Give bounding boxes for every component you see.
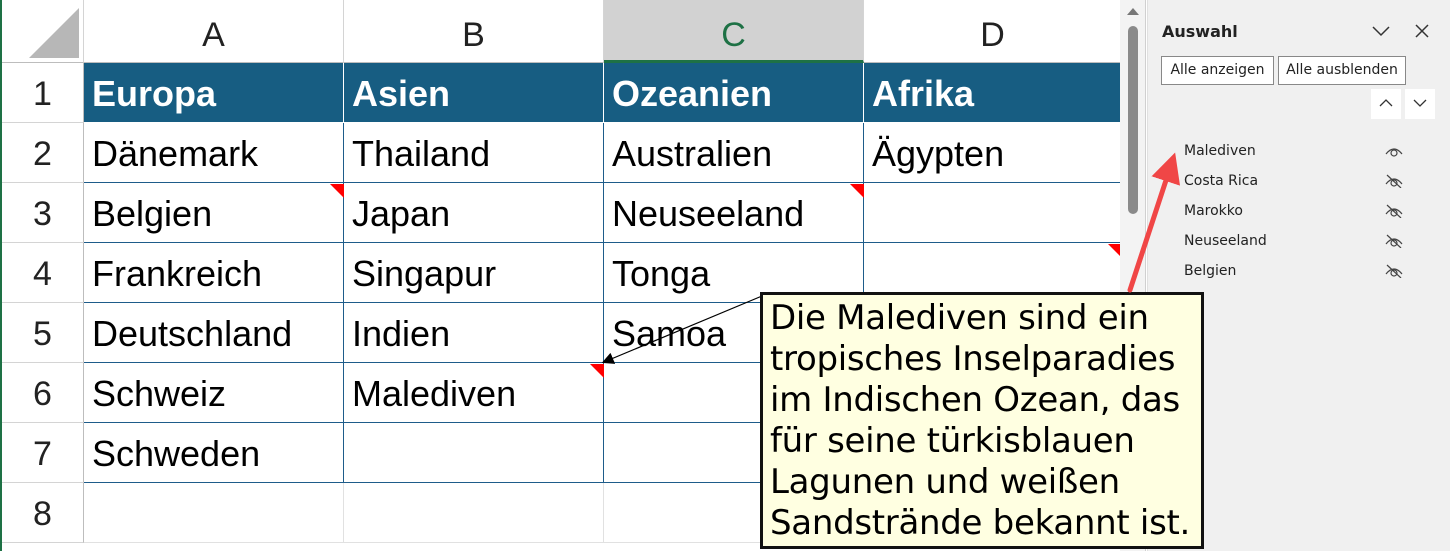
close-icon[interactable]: [1415, 24, 1429, 38]
chevron-up-icon: [1379, 99, 1393, 107]
column-header-A[interactable]: A: [84, 0, 344, 63]
hide-all-button[interactable]: Alle ausblenden: [1278, 56, 1406, 85]
show-all-button[interactable]: Alle anzeigen: [1161, 56, 1274, 85]
cell-C4[interactable]: Tonga: [604, 243, 864, 303]
eye-hidden-icon[interactable]: [1385, 204, 1403, 218]
cell-A5[interactable]: Deutschland: [84, 303, 344, 363]
cell-A8[interactable]: [84, 483, 344, 543]
comment-line: Sandstrände bekannt ist.: [770, 503, 1191, 543]
select-all-corner[interactable]: [2, 0, 84, 63]
scroll-thumb[interactable]: [1128, 26, 1138, 214]
row-header-6[interactable]: 6: [2, 363, 84, 423]
column-header-B[interactable]: B: [344, 0, 604, 63]
selection-item[interactable]: Neuseeland: [1184, 233, 1267, 249]
selection-item[interactable]: Marokko: [1184, 203, 1243, 219]
pane-title: Auswahl: [1162, 22, 1238, 41]
cell-B7[interactable]: [344, 423, 604, 483]
eye-hidden-icon[interactable]: [1385, 264, 1403, 278]
comment-indicator-icon: [330, 184, 344, 198]
cell-B3[interactable]: Japan: [344, 183, 604, 243]
row-header-7[interactable]: 7: [2, 423, 84, 483]
eye-hidden-icon[interactable]: [1385, 174, 1403, 188]
cell-comment-box[interactable]: Die Malediven sind ein tropisches Inselpa…: [760, 292, 1204, 549]
cell-C5[interactable]: Samoa: [604, 303, 864, 363]
comment-line: im Indischen Ozean, das: [770, 380, 1180, 420]
cell-B5[interactable]: Indien: [344, 303, 604, 363]
row-header-3[interactable]: 3: [2, 183, 84, 243]
move-down-button[interactable]: [1405, 89, 1435, 119]
scroll-up-arrow-icon[interactable]: [1127, 8, 1139, 15]
cell-A2[interactable]: Dänemark: [84, 123, 344, 183]
cell-D2[interactable]: Ägypten: [864, 123, 1122, 183]
cell-D1[interactable]: Afrika: [864, 63, 1122, 123]
selection-item[interactable]: Belgien: [1184, 263, 1237, 279]
chevron-down-icon[interactable]: [1372, 25, 1390, 37]
cell-A6[interactable]: Schweiz: [84, 363, 344, 423]
cell-B1[interactable]: Asien: [344, 63, 604, 123]
row-header-8[interactable]: 8: [2, 483, 84, 543]
cell-C3[interactable]: Neuseeland: [604, 183, 864, 243]
comment-line: tropisches Inselparadies: [770, 339, 1176, 379]
cell-A7[interactable]: Schweden: [84, 423, 344, 483]
cell-B4[interactable]: Singapur: [344, 243, 604, 303]
cell-C2[interactable]: Australien: [604, 123, 864, 183]
column-header-C[interactable]: C: [604, 0, 864, 63]
cell-C1[interactable]: Ozeanien: [604, 63, 864, 123]
row-header-5[interactable]: 5: [2, 303, 84, 363]
comment-connector-line: [601, 295, 763, 364]
column-header-D[interactable]: D: [864, 0, 1122, 63]
cell-A4[interactable]: Frankreich: [84, 243, 344, 303]
comment-indicator-icon: [590, 364, 604, 378]
selection-item[interactable]: Costa Rica: [1184, 173, 1259, 189]
row-header-4[interactable]: 4: [2, 243, 84, 303]
comment-indicator-icon: [850, 184, 864, 198]
selection-item[interactable]: Malediven: [1184, 143, 1256, 159]
cell-B6[interactable]: Malediven: [344, 363, 604, 423]
comment-line: Lagunen und weißen: [770, 462, 1120, 502]
move-up-button[interactable]: [1371, 89, 1401, 119]
eye-icon[interactable]: [1385, 144, 1403, 158]
chevron-down-icon: [1413, 99, 1427, 107]
eye-hidden-icon[interactable]: [1385, 234, 1403, 248]
cell-A1[interactable]: Europa: [84, 63, 344, 123]
cell-B2[interactable]: Thailand: [344, 123, 604, 183]
comment-line: Die Malediven sind ein: [770, 298, 1149, 338]
row-header-1[interactable]: 1: [2, 63, 84, 123]
comment-line: für seine türkisblauen: [770, 421, 1135, 461]
cell-A3[interactable]: Belgien: [84, 183, 344, 243]
cell-B8[interactable]: [344, 483, 604, 543]
comment-indicator-icon: [1108, 244, 1122, 258]
row-header-2[interactable]: 2: [2, 123, 84, 183]
